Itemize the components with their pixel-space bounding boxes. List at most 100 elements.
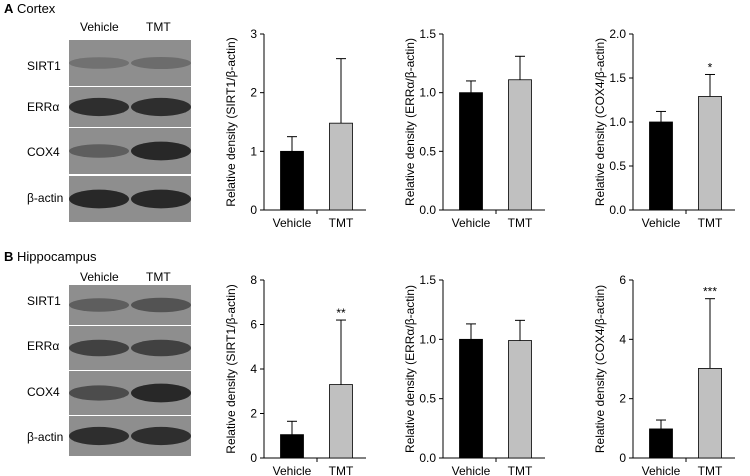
y-tick-label: 1.0 [419, 332, 436, 346]
significance-marker: *** [703, 285, 717, 299]
y-tick-label: 2 [250, 407, 257, 421]
y-tick-label: 0.0 [419, 203, 436, 217]
bar [698, 368, 722, 459]
panel-b-title: Hippocampus [17, 249, 97, 264]
y-tick-label: 0.0 [419, 451, 436, 465]
x-tick-label: TMT [698, 464, 723, 476]
bar [459, 338, 483, 459]
blot-a-col-tmt: TMT [146, 20, 171, 34]
bar [698, 96, 722, 211]
y-axis-label: Relative density (COX4/β-actin) [593, 38, 607, 206]
blot-a-bands [69, 56, 191, 209]
y-tick-label: 8 [250, 273, 257, 287]
x-tick-label: TMT [508, 464, 533, 476]
blot-b-col-tmt: TMT [146, 270, 171, 284]
y-axis-label: Relative density (ERRα/β-actin) [403, 38, 417, 206]
blot-band [131, 383, 191, 403]
blot-band [69, 97, 129, 117]
blot-band [69, 298, 129, 312]
blot-band [131, 141, 191, 161]
chart-cortex-erra: Relative density (ERRα/β-actin)0.0 0.5 1.0… [403, 27, 545, 230]
blot-b-row-label: COX4 [27, 385, 60, 399]
y-tick-label: 2 [619, 392, 626, 406]
significance-marker: ** [336, 306, 346, 320]
y-tick-label: 0 [250, 203, 257, 217]
chart-cortex-sirt1: Relative density (SIRT1/β-actin) 0 1 2 3 Vehi… [224, 27, 366, 230]
blot-a-row-label: SIRT1 [27, 59, 61, 73]
x-tick-label: Vehicle [642, 464, 681, 476]
bar [329, 384, 353, 459]
blot-band [131, 97, 191, 117]
chart-cortex-cox4: Relative density (COX4/β-actin)0.0 0.5 1.0… [593, 27, 735, 230]
blot-band [131, 339, 191, 357]
panel-a-label: A Cortex [4, 1, 55, 16]
chart-hippocampus-erra: Relative density (ERRα/β-actin)0.0 0.5 1.0… [403, 273, 545, 476]
blot-a-col-vehicle: Vehicle [80, 20, 119, 34]
y-tick-label: 1.5 [419, 273, 436, 287]
y-tick-label: 4 [619, 332, 626, 346]
blot-a-row-label: ERRα [27, 100, 60, 114]
y-tick-label: 1.5 [419, 27, 436, 41]
blot-band [69, 385, 129, 401]
bar [508, 79, 532, 211]
panel-b-letter: B [4, 249, 14, 264]
bar [649, 428, 673, 459]
y-axis-label: Relative density (SIRT1/β-actin) [224, 37, 238, 206]
panel-b-label: B Hippocampus [4, 249, 97, 264]
blot-band [69, 339, 129, 357]
blot-b-bands [69, 297, 191, 446]
blot-b-row-label: ERRα [27, 339, 60, 353]
y-tick-label: 0.0 [609, 203, 626, 217]
blot-a-row-label: β-actin [27, 191, 64, 205]
blot-band [69, 189, 129, 209]
bar [649, 121, 673, 211]
blot-band [131, 426, 191, 446]
blot-band [69, 57, 129, 69]
bar [280, 150, 304, 211]
blot-band [131, 56, 191, 70]
y-tick-label: 0.5 [419, 144, 436, 158]
bar [508, 340, 532, 459]
y-tick-label: 6 [250, 318, 257, 332]
blot-b-row-label: β-actin [27, 430, 64, 444]
bar [329, 122, 353, 211]
y-tick-label: 1 [250, 144, 257, 158]
chart-hippocampus-cox4: Relative density (COX4/β-actin) 0 2 4 6 Vehic… [593, 273, 735, 476]
chart-hippocampus-sirt1: Relative density (SIRT1/β-actin) 0 2 4 6 8 Veh… [224, 273, 366, 476]
y-tick-label: 1.5 [609, 71, 626, 85]
blot-b-row-label: SIRT1 [27, 294, 61, 308]
blot-b-col-vehicle: Vehicle [80, 270, 119, 284]
panel-a-title: Cortex [17, 1, 56, 16]
y-tick-label: 2.0 [609, 27, 626, 41]
panel-a-letter: A [4, 1, 14, 16]
blot-a-row-label: COX4 [27, 145, 60, 159]
y-tick-label: 0.5 [609, 159, 626, 173]
blot-band [131, 189, 191, 209]
y-tick-label: 0 [619, 451, 626, 465]
y-axis-label: Relative density (ERRα/β-actin) [403, 285, 417, 453]
x-tick-label: Vehicle [452, 464, 491, 476]
y-tick-label: 6 [619, 273, 626, 287]
blot-band [69, 144, 129, 158]
y-tick-label: 1.0 [609, 115, 626, 129]
y-tick-label: 4 [250, 362, 257, 376]
x-tick-label: Vehicle [273, 464, 312, 476]
bar [280, 434, 304, 459]
y-tick-label: 2 [250, 86, 257, 100]
blot-band [131, 297, 191, 313]
significance-marker: * [708, 60, 713, 74]
x-tick-label: Vehicle [273, 216, 312, 230]
blot-band [69, 426, 129, 446]
x-tick-label: TMT [329, 216, 354, 230]
y-axis-label: Relative density (COX4/β-actin) [593, 285, 607, 453]
x-tick-label: Vehicle [452, 216, 491, 230]
y-tick-label: 1.0 [419, 86, 436, 100]
x-tick-label: TMT [329, 464, 354, 476]
y-tick-label: 0 [250, 451, 257, 465]
y-tick-label: 0.5 [419, 392, 436, 406]
x-tick-label: Vehicle [642, 216, 681, 230]
bar [459, 92, 483, 211]
x-tick-label: TMT [698, 216, 723, 230]
y-axis-label: Relative density (SIRT1/β-actin) [224, 284, 238, 453]
y-tick-label: 3 [250, 27, 257, 41]
